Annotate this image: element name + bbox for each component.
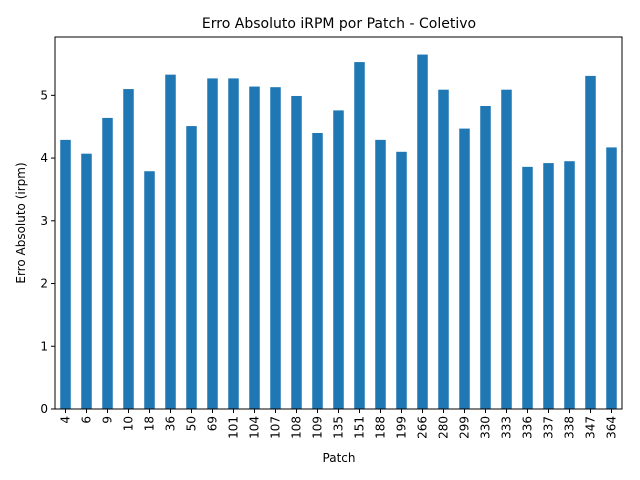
y-axis: 0 1 2 3 4 5: [40, 88, 55, 416]
bar-347: [585, 75, 596, 409]
x-tick-label: 4: [59, 416, 73, 424]
x-tick-label: 333: [500, 416, 514, 439]
y-tick-label: 2: [40, 277, 48, 291]
y-tick-label: 3: [40, 214, 48, 228]
y-tick-label: 4: [40, 151, 48, 165]
bar-10: [123, 89, 134, 409]
x-tick-label: 36: [164, 416, 178, 431]
bar-104: [249, 86, 260, 409]
bar-338: [564, 161, 575, 409]
bar-280: [438, 89, 449, 409]
x-tick-label: 9: [101, 416, 115, 424]
x-tick-label: 10: [122, 416, 136, 431]
x-tick-label: 135: [332, 416, 346, 439]
bar-9: [102, 117, 113, 410]
bar-4: [60, 139, 71, 409]
y-tick-label: 1: [40, 339, 48, 353]
bar-109: [312, 132, 323, 410]
x-tick-label: 6: [80, 416, 94, 424]
x-tick-label: 266: [416, 416, 430, 439]
bar-108: [291, 95, 302, 409]
x-tick-label: 104: [248, 416, 262, 439]
plot-frame: [54, 36, 623, 410]
y-tick-label: 5: [40, 88, 48, 102]
x-tick-label: 107: [269, 416, 283, 439]
x-tick-label: 299: [458, 416, 472, 439]
bar-199: [396, 151, 407, 410]
x-tick-label: 337: [542, 416, 556, 439]
x-tick-label: 18: [143, 416, 157, 431]
x-tick-label: 188: [374, 416, 388, 439]
bar-299: [459, 128, 470, 409]
bar-107: [270, 87, 281, 409]
y-axis-label: Erro Absoluto (irpm): [14, 162, 28, 283]
bar-336: [522, 166, 533, 409]
bar-6: [81, 153, 92, 409]
bar-50: [186, 126, 197, 409]
x-axis: 4 6 9 10 18 36 50 69 101 104 107 108 109 135 151 188 199…: [59, 409, 619, 439]
x-tick-label: 50: [185, 416, 199, 431]
x-tick-label: 199: [395, 416, 409, 439]
bars-group: [60, 54, 617, 410]
x-tick-label: 108: [290, 416, 304, 439]
bar-135: [333, 110, 344, 410]
chart-title: Erro Absoluto iRPM por Patch - Coletivo: [202, 16, 476, 32]
bar-364: [606, 147, 617, 409]
x-tick-label: 101: [227, 416, 241, 439]
x-tick-label: 330: [479, 416, 493, 439]
x-axis-label: Patch: [323, 451, 356, 465]
bar-266: [417, 54, 428, 410]
bar-333: [501, 89, 512, 409]
bar-330: [480, 106, 491, 409]
bar-36: [165, 74, 176, 409]
x-tick-label: 151: [353, 416, 367, 439]
x-tick-label: 336: [521, 416, 535, 439]
x-tick-label: 347: [584, 416, 598, 439]
bar-337: [543, 163, 554, 409]
y-tick-label: 0: [40, 402, 48, 416]
bar-69: [207, 78, 218, 410]
x-tick-label: 280: [437, 416, 451, 439]
x-tick-label: 69: [206, 416, 220, 431]
x-tick-label: 338: [563, 416, 577, 439]
bar-188: [375, 139, 386, 409]
x-tick-label: 109: [311, 416, 325, 439]
x-tick-label: 364: [605, 416, 619, 439]
bar-18: [144, 171, 155, 409]
bar-101: [228, 78, 239, 410]
bar-151: [354, 62, 365, 410]
